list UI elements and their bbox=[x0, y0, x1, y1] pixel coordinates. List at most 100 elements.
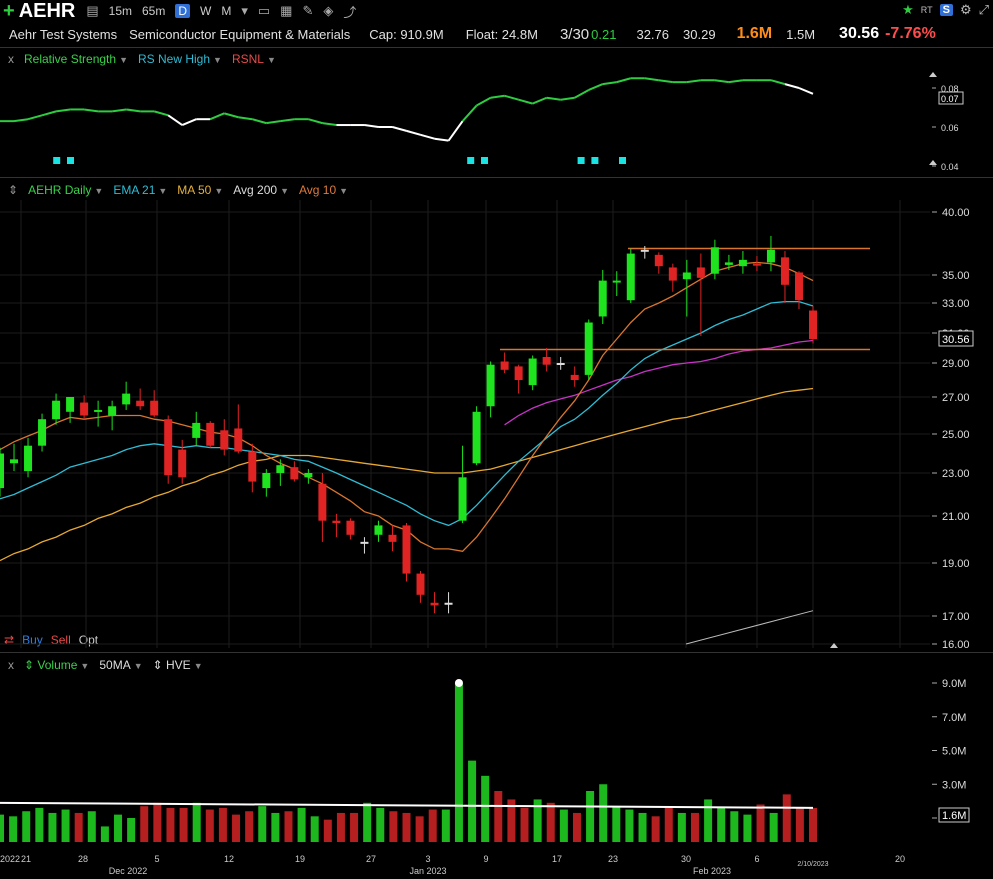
rs-line-segment bbox=[420, 133, 435, 140]
legend-ma50[interactable]: MA 50 ▼ bbox=[177, 183, 224, 197]
rs-tick-label: 0.06 bbox=[941, 123, 959, 133]
volume-bar bbox=[717, 807, 726, 842]
volume-legend: x ⇕ Volume ▼ 50MA ▼ ⇕ HVE ▼ bbox=[0, 656, 993, 674]
candle-body bbox=[682, 272, 691, 280]
rs-line-segment bbox=[280, 118, 295, 123]
candle-body bbox=[0, 453, 4, 489]
legend-volume[interactable]: ⇕ Volume ▼ bbox=[24, 658, 90, 672]
s-icon[interactable]: S bbox=[939, 4, 953, 16]
volume-bar bbox=[114, 814, 123, 842]
legend-aehr-daily[interactable]: AEHR Daily ▼ bbox=[28, 183, 104, 197]
x-axis-label: 9 bbox=[483, 854, 488, 864]
candle-body bbox=[794, 272, 803, 301]
volume-bar bbox=[100, 826, 109, 842]
candle-body bbox=[752, 263, 761, 266]
volume-bar bbox=[127, 818, 136, 842]
rs-tick-label: 0.08 bbox=[941, 84, 959, 94]
candle-body bbox=[24, 445, 33, 472]
rs-line-segment bbox=[644, 77, 659, 82]
legend-hve[interactable]: ⇕ HVE ▼ bbox=[152, 658, 203, 672]
close-icon[interactable]: x bbox=[8, 52, 14, 66]
hve-marker bbox=[454, 679, 463, 687]
interval-monthly[interactable]: M bbox=[221, 4, 232, 18]
caret-down-icon[interactable]: ▾ bbox=[241, 3, 248, 18]
toolbar: + AEHR ▤ 15m 65m D W M ▾ ▭ ▦ ✎ ◈ ⤴ ★ RT … bbox=[0, 0, 993, 22]
legend-50ma[interactable]: 50MA ▼ bbox=[99, 658, 143, 672]
candle-body bbox=[444, 602, 453, 605]
scroll-up-icon bbox=[830, 643, 838, 648]
candle-body bbox=[346, 520, 355, 535]
volume-bar bbox=[363, 802, 372, 842]
x-axis-label: Feb 2023 bbox=[693, 866, 731, 876]
volume-bar bbox=[35, 807, 44, 842]
candle-body bbox=[136, 400, 145, 407]
rs-line-segment bbox=[461, 104, 478, 122]
trade-icon[interactable]: ⇄ bbox=[4, 633, 15, 647]
industry[interactable]: Semiconductor Equipment & Materials bbox=[129, 26, 351, 42]
candle-body bbox=[318, 483, 327, 521]
chart-type-icon[interactable]: ▤ bbox=[86, 3, 99, 18]
x-axis-label: Jan 2023 bbox=[409, 866, 446, 876]
volume-bar bbox=[284, 811, 293, 842]
volume-bar bbox=[677, 812, 686, 842]
volume-bar bbox=[586, 791, 595, 842]
legend-avg10[interactable]: Avg 10 ▼ bbox=[299, 183, 349, 197]
volume-tick-label: 7.0M bbox=[942, 712, 966, 724]
volume-bar bbox=[730, 811, 739, 842]
candle-body bbox=[38, 419, 47, 446]
candle-body bbox=[416, 573, 425, 595]
star-icon[interactable]: ★ bbox=[902, 2, 914, 17]
add-icon[interactable]: + bbox=[3, 0, 15, 22]
interval-daily[interactable]: D bbox=[175, 4, 191, 18]
rs-line-segment bbox=[13, 118, 29, 123]
gear-icon[interactable]: ⚙ bbox=[959, 2, 972, 17]
volume-current-label: 1.6M bbox=[942, 810, 966, 822]
rs-new-high-dot bbox=[619, 157, 626, 164]
volume-bar bbox=[441, 809, 450, 842]
interval-15m[interactable]: 15m bbox=[108, 4, 132, 18]
rs-new-high-dot bbox=[481, 157, 488, 164]
interval-65m[interactable]: 65m bbox=[142, 4, 166, 18]
rs-line-segment bbox=[532, 96, 548, 105]
last-price: 30.56 bbox=[839, 25, 880, 42]
calculator-icon[interactable]: ▦ bbox=[280, 3, 293, 18]
rs-line-segment bbox=[658, 79, 673, 84]
legend-relative-strength[interactable]: Relative Strength ▼ bbox=[24, 52, 128, 66]
price-tick-label: 27.00 bbox=[942, 392, 970, 404]
candle-body bbox=[10, 459, 19, 464]
volume-bar bbox=[651, 816, 660, 842]
legend-rsnl[interactable]: RSNL ▼ bbox=[231, 52, 276, 66]
legend-avg200[interactable]: Avg 200 ▼ bbox=[233, 183, 289, 197]
tv-icon[interactable]: ▭ bbox=[257, 3, 271, 18]
maximize-icon[interactable]: ⤢ bbox=[978, 2, 989, 17]
volume-value: 1.6M bbox=[736, 25, 773, 42]
share-icon[interactable]: ⤴ bbox=[343, 4, 357, 20]
rs-line-segment bbox=[434, 137, 449, 142]
layers-icon[interactable]: ◈ bbox=[323, 3, 334, 18]
interval-weekly[interactable]: W bbox=[200, 4, 212, 18]
rs-line-segment bbox=[784, 83, 800, 89]
candle-body bbox=[206, 422, 215, 446]
drag-handle-icon[interactable]: ⇕ bbox=[8, 183, 19, 197]
legend-rs-new-high[interactable]: RS New High ▼ bbox=[137, 52, 222, 66]
volume-bar bbox=[140, 806, 149, 842]
candle-body bbox=[809, 310, 817, 339]
ticker-symbol[interactable]: AEHR bbox=[18, 0, 76, 22]
legend-ema21[interactable]: EMA 21 ▼ bbox=[113, 183, 168, 197]
rs-new-high-dot bbox=[67, 157, 74, 164]
volume-bar bbox=[166, 807, 175, 842]
candle-body bbox=[514, 366, 523, 380]
rs-line-segment bbox=[55, 108, 71, 113]
volume-bar bbox=[336, 812, 345, 842]
close-icon[interactable]: x bbox=[8, 658, 14, 672]
volume-bar bbox=[704, 799, 713, 842]
rs-line-segment bbox=[27, 114, 43, 121]
rt-icon[interactable]: RT bbox=[920, 5, 933, 15]
rs-legend: x Relative Strength ▼ RS New High ▼ RSNL ▼ bbox=[0, 50, 993, 68]
candle-body bbox=[360, 541, 369, 544]
candle-body bbox=[388, 534, 397, 542]
pencil-icon[interactable]: ✎ bbox=[302, 3, 314, 18]
avg200-line bbox=[0, 387, 814, 562]
x-axis-label: 12 bbox=[224, 854, 234, 864]
